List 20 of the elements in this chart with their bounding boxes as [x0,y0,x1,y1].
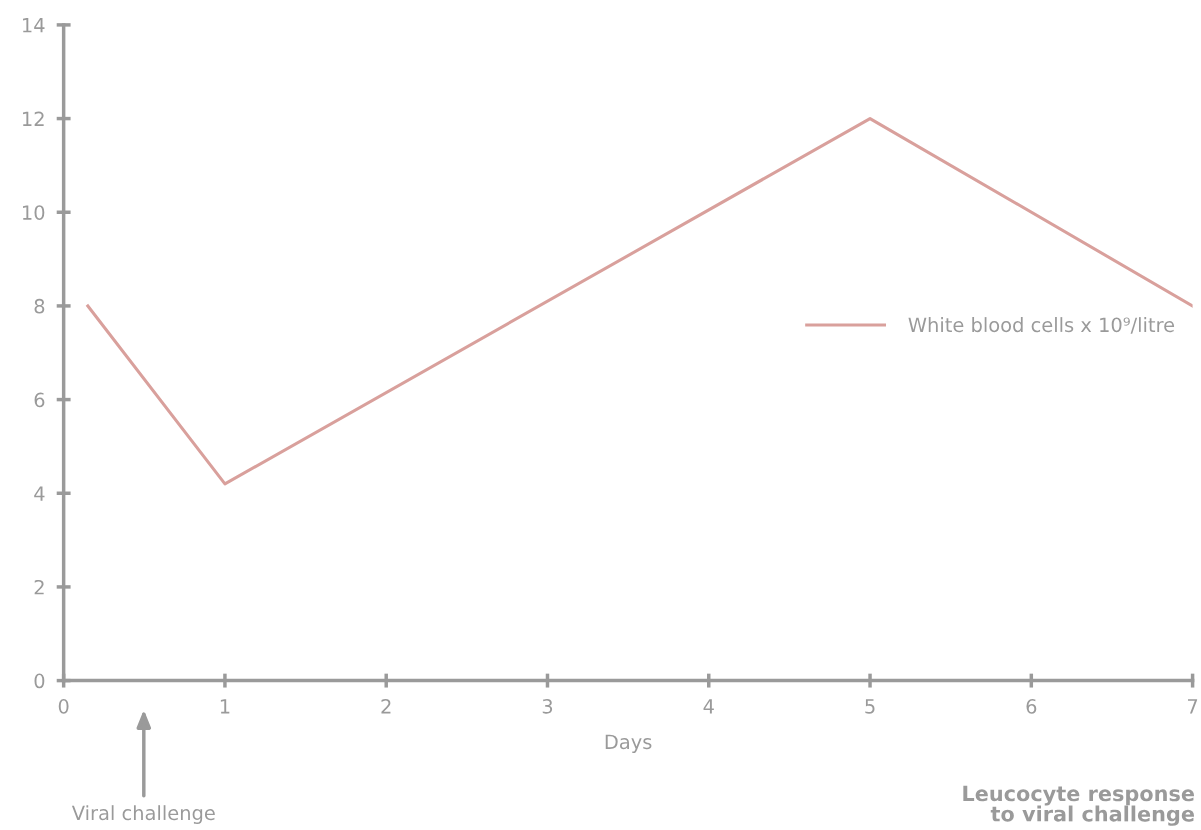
x-tick-label: 4 [703,699,714,714]
y-tick-label: 4 [34,486,45,501]
x-tick-label: 1 [220,699,230,714]
x-tick-label: 2 [381,699,391,714]
text: Viral challenge [71,805,215,824]
y-tick-label: 8 [34,298,45,314]
y-tick-label: 10 [22,205,45,220]
y-tick-label: 2 [34,579,44,595]
x-tick-label: 3 [542,699,553,714]
x-tick-label: 6 [1026,699,1037,714]
y-tick-label: 14 [22,18,45,33]
x-axis-title: Days [605,734,652,753]
y-tick-label: 0 [34,673,45,689]
x-tick-label: 5 [865,699,875,714]
x-tick-label: 0 [58,699,69,714]
y-tick-label: 6 [34,392,45,408]
y-tick-label: 12 [22,111,44,126]
text: Leucocyte response to viral challenge [963,785,1194,826]
x-tick-label: 7 [1188,699,1198,714]
legend-label: White blood cells x 10⁹/litre [908,317,1175,334]
